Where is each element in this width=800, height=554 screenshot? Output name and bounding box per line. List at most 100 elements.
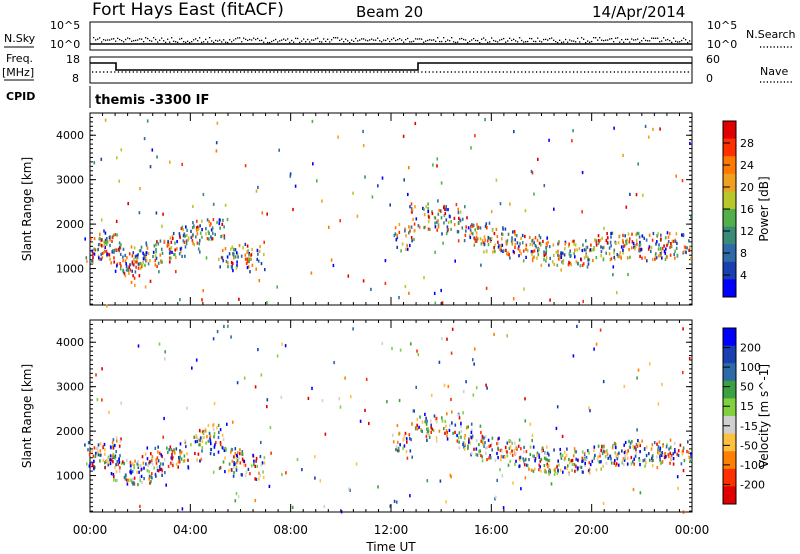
echo-cell	[472, 224, 474, 228]
power-minor-ticks	[90, 112, 692, 305]
echo-cell	[587, 258, 589, 262]
colorbar-tick-label: 50	[740, 381, 754, 394]
nsearch-point	[255, 38, 257, 41]
colorbar-segment	[723, 173, 736, 192]
nsearch-point	[615, 37, 617, 39]
echo-cell	[213, 402, 216, 406]
echo-cell	[140, 474, 143, 478]
echo-cell	[675, 174, 677, 178]
echo-cell	[610, 457, 612, 461]
echo-cell	[104, 241, 106, 245]
nsearch-point	[621, 39, 623, 41]
echo-cell	[585, 246, 587, 250]
echo-cell	[524, 476, 527, 480]
echo-cell	[437, 223, 440, 227]
echo-cell	[145, 241, 147, 245]
echo-cell	[178, 232, 181, 236]
echo-cell	[638, 243, 641, 248]
echo-cell	[500, 246, 502, 250]
echo-cell	[244, 474, 247, 478]
echo-cell	[238, 297, 240, 301]
echo-cell	[502, 249, 505, 253]
echo-cell	[207, 230, 210, 234]
echo-cell	[97, 443, 100, 447]
echo-cell	[433, 414, 436, 418]
echo-cell	[197, 438, 200, 442]
echo-cell	[570, 263, 572, 267]
nsearch-point	[499, 39, 501, 41]
echo-cell	[179, 247, 182, 251]
echo-cell	[257, 348, 259, 352]
echo-cell	[153, 244, 156, 248]
echo-cell	[131, 462, 134, 466]
echo-cell	[531, 243, 534, 247]
nsearch-point	[395, 39, 397, 42]
echo-cell	[532, 469, 535, 473]
power-ylabel: Slant Range [km]	[20, 157, 34, 261]
echo-cell	[491, 436, 494, 440]
echo-cell	[553, 262, 556, 267]
echo-cell	[141, 480, 143, 484]
echo-cell	[219, 441, 222, 445]
echo-cell	[131, 477, 134, 481]
echo-cell	[431, 211, 434, 216]
echo-cell	[690, 257, 692, 261]
echo-cell	[429, 419, 432, 423]
echo-cell	[201, 449, 203, 453]
echo-cell	[395, 445, 398, 449]
echo-cell	[139, 249, 142, 253]
echo-cell	[130, 464, 132, 468]
echo-cell	[637, 162, 639, 166]
echo-cell	[441, 337, 443, 341]
echo-cell	[249, 270, 251, 274]
echo-cell	[533, 255, 536, 259]
echo-cell	[186, 228, 188, 232]
echo-cell	[187, 465, 189, 469]
echo-cell	[92, 255, 94, 260]
nsearch-point	[121, 39, 123, 42]
echo-cell	[666, 231, 669, 235]
nsearch-point	[93, 37, 95, 39]
echo-cell	[199, 238, 201, 243]
echo-cell	[142, 260, 144, 264]
echo-cell	[651, 443, 654, 447]
echo-cell	[474, 134, 476, 138]
echo-cell	[236, 252, 239, 256]
echo-cell	[465, 229, 467, 233]
echo-cell	[518, 254, 520, 258]
colorbar-segment	[723, 209, 736, 227]
echo-cell	[453, 223, 456, 227]
echo-cell	[261, 461, 264, 465]
echo-cell	[483, 436, 485, 440]
nsearch-point	[645, 39, 647, 42]
echo-cell	[100, 252, 102, 256]
echo-cell	[184, 234, 186, 238]
echo-cell	[600, 449, 602, 453]
echo-cell	[213, 445, 216, 449]
echo-cell	[690, 215, 692, 219]
echo-cell	[533, 241, 535, 245]
echo-cell	[512, 481, 514, 485]
echo-cell	[144, 285, 147, 289]
colorbar-segment	[723, 468, 736, 487]
echo-cell	[437, 219, 439, 223]
cpid-text: themis -3300 IF	[95, 93, 209, 108]
echo-cell	[546, 458, 549, 462]
echo-cell	[241, 452, 244, 457]
colorbar-tick-label: -200	[740, 478, 765, 491]
echo-cell	[546, 445, 548, 449]
echo-cell	[412, 409, 415, 413]
echo-cell	[525, 463, 528, 467]
echo-cell	[518, 245, 520, 249]
echo-cell	[620, 245, 623, 249]
echo-cell	[631, 232, 633, 236]
echo-cell	[115, 248, 118, 252]
echo-cell	[601, 451, 604, 456]
echo-cell	[513, 449, 516, 453]
echo-cell	[468, 440, 470, 444]
echo-cell	[249, 257, 251, 261]
echo-cell	[611, 446, 614, 450]
echo-cell	[143, 253, 145, 257]
echo-cell	[407, 192, 409, 197]
echo-cell	[537, 246, 540, 250]
